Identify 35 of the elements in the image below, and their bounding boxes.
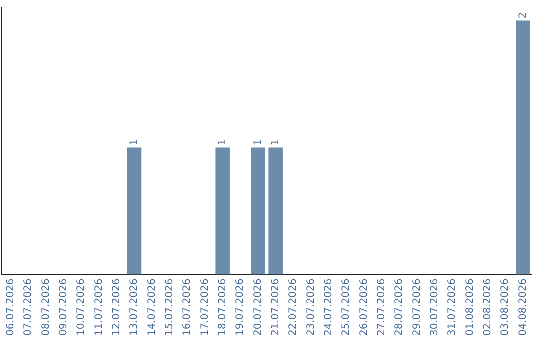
x-tick-label: 26.07.2026 bbox=[358, 278, 370, 336]
data-label: 1 bbox=[217, 139, 228, 146]
x-tick-label: 06.07.2026 bbox=[5, 278, 16, 336]
x-tick-label: 08.07.2026 bbox=[40, 278, 52, 336]
x-tick-label: 22.07.2026 bbox=[288, 278, 300, 336]
x-tick-label: 13.07.2026 bbox=[129, 278, 140, 336]
x-tick-label: 25.07.2026 bbox=[341, 278, 352, 336]
x-tick-label: 23.07.2026 bbox=[306, 278, 317, 336]
x-tick-label: 14.07.2026 bbox=[146, 278, 158, 336]
x-tick-label: 04.08.2026 bbox=[518, 278, 529, 336]
x-tick-label: 19.07.2026 bbox=[235, 278, 246, 336]
x-tick-label: 18.07.2026 bbox=[217, 278, 228, 336]
data-label: 1 bbox=[270, 139, 282, 146]
x-tick-label: 31.07.2026 bbox=[447, 278, 458, 336]
x-tick-label: 30.07.2026 bbox=[429, 278, 440, 336]
x-tick-label: 07.07.2026 bbox=[23, 278, 34, 336]
x-tick-label: 09.07.2026 bbox=[58, 278, 70, 336]
x-tick-label: 24.07.2026 bbox=[323, 278, 334, 336]
x-tick-label: 16.07.2026 bbox=[182, 278, 194, 336]
data-label: 2 bbox=[518, 12, 529, 19]
x-tick-label: 10.07.2026 bbox=[76, 278, 88, 336]
x-tick-label: 28.07.2026 bbox=[394, 278, 406, 336]
x-tick-label: 12.07.2026 bbox=[111, 278, 122, 336]
x-tick-label: 29.07.2026 bbox=[412, 278, 423, 336]
x-tick-label: 21.07.2026 bbox=[270, 278, 282, 336]
x-tick-label: 15.07.2026 bbox=[164, 278, 176, 336]
x-tick-label: 03.08.2026 bbox=[500, 278, 512, 336]
x-tick-label: 27.07.2026 bbox=[376, 278, 388, 336]
x-tick-label: 17.07.2026 bbox=[200, 278, 211, 336]
x-tick-label: 20.07.2026 bbox=[252, 278, 264, 336]
x-tick-label: 11.07.2026 bbox=[94, 278, 105, 336]
data-label: 1 bbox=[129, 139, 140, 146]
x-tick-label: 01.08.2026 bbox=[464, 278, 476, 336]
data-label: 1 bbox=[252, 139, 264, 146]
x-tick-label: 02.08.2026 bbox=[482, 278, 494, 336]
